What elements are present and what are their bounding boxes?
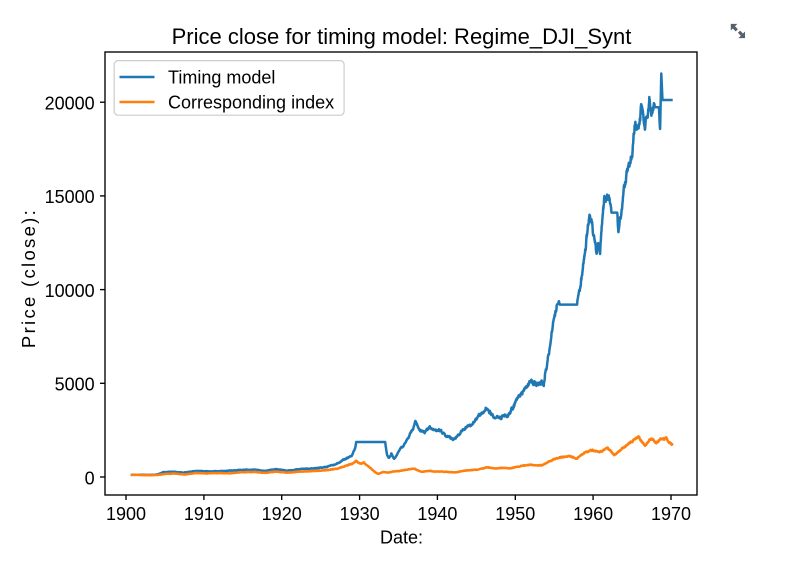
svg-text:1970: 1970 [651, 504, 691, 524]
svg-text:0: 0 [85, 468, 95, 488]
svg-text:10000: 10000 [45, 281, 95, 301]
svg-text:1920: 1920 [262, 504, 302, 524]
svg-text:5000: 5000 [55, 375, 95, 395]
svg-text:1960: 1960 [573, 504, 613, 524]
svg-text:Corresponding index: Corresponding index [168, 92, 334, 112]
svg-text:1910: 1910 [184, 504, 224, 524]
svg-text:1940: 1940 [417, 504, 457, 524]
svg-text:1930: 1930 [340, 504, 380, 524]
svg-text:Date:: Date: [380, 528, 423, 548]
svg-text:15000: 15000 [45, 187, 95, 207]
svg-text:Price close for timing model:: Price close for timing model: Regime_DJI… [172, 24, 632, 49]
svg-text:1950: 1950 [495, 504, 535, 524]
svg-text:20000: 20000 [45, 93, 95, 113]
svg-text:Timing model: Timing model [168, 67, 275, 87]
svg-text:Price (close):: Price (close): [18, 208, 39, 348]
svg-text:1900: 1900 [106, 504, 146, 524]
